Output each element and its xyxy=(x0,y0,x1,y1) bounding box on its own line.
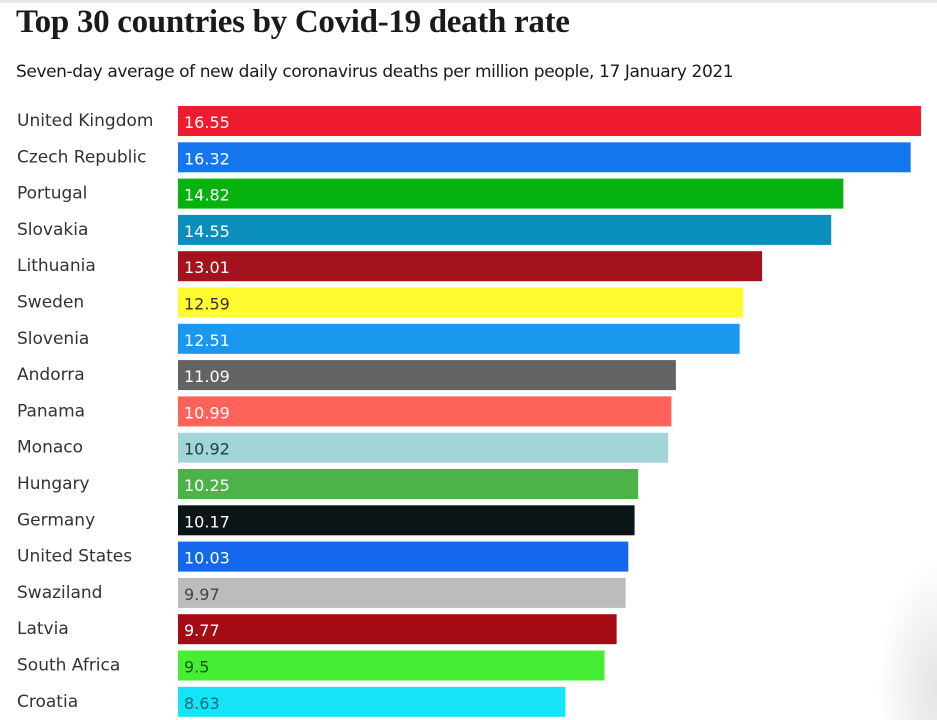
value-label: 10.03 xyxy=(184,549,230,568)
bar xyxy=(178,469,639,499)
bar xyxy=(178,214,832,245)
edge-shadow xyxy=(877,560,937,720)
value-label: 10.17 xyxy=(184,512,230,531)
bar-row: United Kingdom 16.55 xyxy=(17,106,921,136)
value-label: 10.99 xyxy=(184,403,230,422)
value-label: 12.59 xyxy=(184,295,230,314)
bar-row: Hungary 10.25 xyxy=(17,469,639,499)
bar xyxy=(178,360,676,391)
category-label: Croatia xyxy=(17,692,78,712)
category-label: Germany xyxy=(17,510,95,530)
category-label: Czech Republic xyxy=(17,147,146,167)
category-label: United Kingdom xyxy=(17,111,153,131)
bar-row: Croatia 8.63 xyxy=(17,686,566,717)
top-divider xyxy=(0,0,937,3)
bar-row: Andorra 11.09 xyxy=(17,360,676,391)
value-label: 16.55 xyxy=(184,113,230,132)
bar xyxy=(178,577,626,608)
value-label: 14.55 xyxy=(184,222,230,241)
bar-row: Slovakia 14.55 xyxy=(17,214,832,245)
category-label: Panama xyxy=(17,401,85,421)
category-label: South Africa xyxy=(17,656,120,676)
bar xyxy=(178,323,740,354)
category-label: Lithuania xyxy=(17,256,96,276)
bar-row: Sweden 12.59 xyxy=(17,287,744,318)
bar-row: South Africa 9.5 xyxy=(17,650,605,681)
category-label: Slovenia xyxy=(17,329,89,349)
bar-row: Slovenia 12.51 xyxy=(17,323,740,354)
category-label: Monaco xyxy=(17,438,83,458)
bar xyxy=(178,614,617,645)
bar xyxy=(178,541,629,572)
bar-row: Lithuania 13.01 xyxy=(17,251,763,282)
bar-row: Panama 10.99 xyxy=(17,396,672,427)
value-label: 9.77 xyxy=(184,621,220,640)
value-label: 16.32 xyxy=(184,149,230,168)
bar xyxy=(178,142,911,173)
bar xyxy=(178,178,844,209)
category-label: Slovakia xyxy=(17,220,88,240)
category-label: Swaziland xyxy=(17,583,102,603)
bar xyxy=(178,396,672,427)
bar xyxy=(178,686,566,717)
category-label: Andorra xyxy=(17,365,85,385)
value-label: 10.92 xyxy=(184,440,230,459)
bar-row: Monaco 10.92 xyxy=(17,432,669,463)
category-label: Hungary xyxy=(17,474,90,494)
category-label: Latvia xyxy=(17,619,69,639)
value-label: 11.09 xyxy=(184,367,230,386)
bar-row: Czech Republic 16.32 xyxy=(17,142,911,173)
bar xyxy=(178,251,763,282)
chart-title: Top 30 countries by Covid-19 death rate xyxy=(16,4,570,40)
bar-row: Germany 10.17 xyxy=(17,505,635,536)
bar-row: Latvia 9.77 xyxy=(17,614,617,645)
value-label: 12.51 xyxy=(184,331,230,350)
value-label: 9.97 xyxy=(184,585,220,604)
value-label: 10.25 xyxy=(184,476,230,495)
bar xyxy=(178,287,744,318)
bar xyxy=(178,505,635,536)
category-label: Portugal xyxy=(17,184,87,204)
category-label: Sweden xyxy=(17,293,84,313)
value-label: 9.5 xyxy=(184,658,209,677)
bar xyxy=(178,106,921,136)
bar xyxy=(178,432,669,463)
value-label: 8.63 xyxy=(184,694,220,713)
bar xyxy=(178,650,605,681)
bar-row: Swaziland 9.97 xyxy=(17,577,626,608)
bar-row: Portugal 14.82 xyxy=(17,178,844,209)
category-label: United States xyxy=(17,547,132,567)
value-label: 13.01 xyxy=(184,258,230,277)
chart-subtitle: Seven-day average of new daily coronavir… xyxy=(16,62,734,82)
bar-row: United States 10.03 xyxy=(17,541,629,572)
value-label: 14.82 xyxy=(184,186,230,205)
